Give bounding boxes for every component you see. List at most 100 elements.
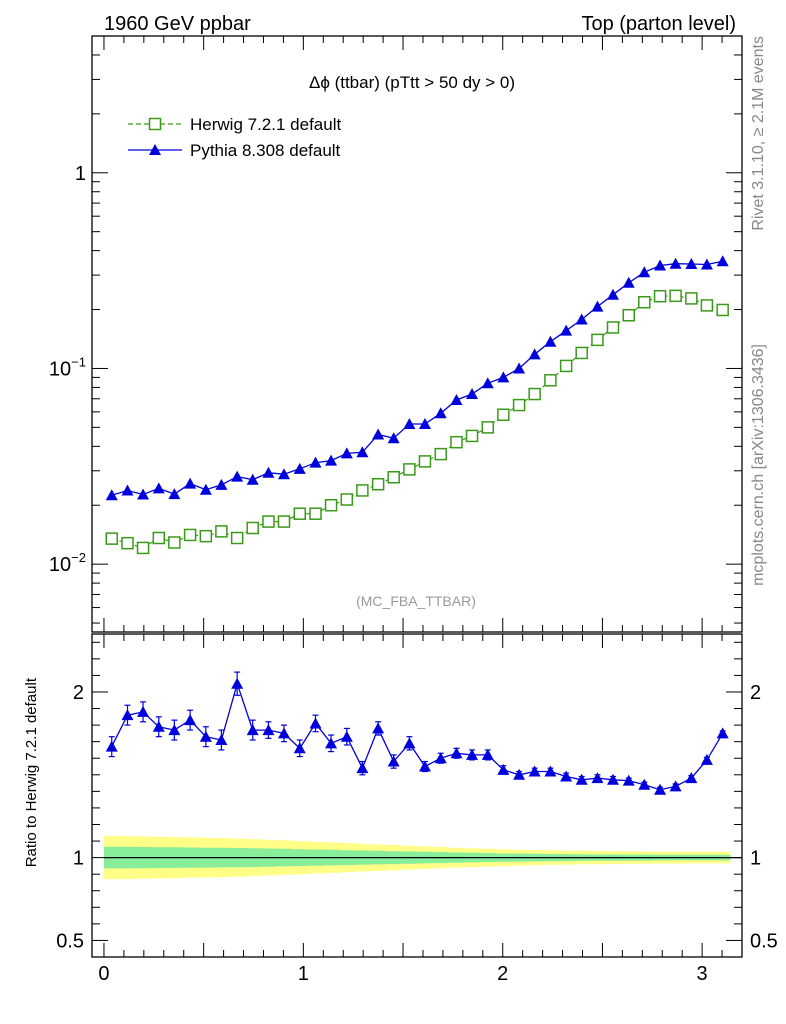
- pythia-point: [622, 276, 635, 288]
- ratio-pythia-point: [685, 772, 698, 784]
- legend-pythia-marker: [149, 144, 161, 155]
- pythia-point: [418, 418, 431, 430]
- pythia-point: [481, 377, 494, 389]
- pythia-point: [685, 257, 698, 269]
- ratio-pythia-point: [466, 748, 479, 760]
- ratio-pythia-point: [293, 742, 306, 754]
- pythia-point: [450, 393, 463, 405]
- ratio-pythia-point: [418, 760, 431, 772]
- pythia-point: [434, 407, 447, 419]
- pythia-point: [152, 482, 165, 494]
- ratio-pythia-point: [152, 720, 165, 732]
- ratio-pythia-point: [105, 740, 118, 752]
- y-tick-label: 1: [75, 163, 86, 185]
- herwig-point: [716, 303, 729, 317]
- herwig-point: [136, 541, 150, 555]
- herwig-point: [199, 529, 213, 543]
- pythia-point: [231, 470, 244, 482]
- pythia-point: [513, 362, 526, 374]
- pythia-point: [387, 432, 400, 444]
- pythia-point: [293, 462, 306, 474]
- herwig-point: [324, 498, 338, 512]
- herwig-point: [403, 463, 416, 476]
- ratio-pythia-point: [387, 755, 400, 767]
- herwig-point: [669, 289, 682, 303]
- x-tick-label: 1: [298, 963, 309, 985]
- herwig-point: [622, 309, 635, 322]
- pythia-point: [560, 324, 573, 336]
- x-tick-label: 0: [98, 963, 109, 985]
- ratio-pythia-point: [591, 772, 604, 784]
- y-tick-label: 10−2: [49, 550, 86, 576]
- ratio-pythia-point: [450, 747, 463, 759]
- ratio-pythia-point: [168, 724, 181, 736]
- ratio-y-tick-label-right: 0.5: [750, 930, 778, 952]
- herwig-point: [638, 295, 651, 309]
- ratio-plot: 2 2 1 1 0.5 0.5 0 1 2 3 Ratio to Herwig 7.2.1 defa…: [23, 633, 778, 985]
- herwig-point: [559, 359, 573, 373]
- herwig-point: [465, 429, 479, 443]
- herwig-point: [121, 536, 134, 550]
- ratio-pythia-point: [434, 752, 447, 764]
- ratio-pythia-point: [340, 730, 353, 742]
- ratio-pythia-point: [560, 770, 573, 782]
- ratio-y-tick-label-left: 2: [73, 682, 84, 704]
- herwig-point: [497, 408, 510, 422]
- legend-herwig-marker: [148, 117, 162, 131]
- herwig-point: [262, 515, 275, 528]
- ratio-pythia-point: [325, 737, 338, 749]
- legend-herwig-label: Herwig 7.2.1 default: [190, 115, 341, 134]
- pythia-point: [121, 484, 134, 496]
- ratio-pythia-point: [137, 705, 150, 717]
- ratio-y-tick-label-right: 2: [750, 682, 761, 704]
- ratio-pythia-point: [231, 677, 244, 689]
- herwig-point: [371, 478, 385, 491]
- ratio-y-tick-label-left: 0.5: [56, 930, 84, 952]
- ratio-pythia-point: [372, 722, 385, 734]
- herwig-point: [418, 455, 432, 468]
- herwig-point: [230, 531, 244, 545]
- watermark: (MC_FBA_TTBAR): [356, 593, 476, 609]
- ratio-pythia-point: [403, 737, 416, 749]
- ratio-pythia-point: [215, 734, 228, 746]
- ratio-y-label: Ratio to Herwig 7.2.1 default: [23, 677, 40, 867]
- x-tick-label: 3: [697, 963, 708, 985]
- herwig-point: [246, 521, 259, 535]
- ratio-pythia-point: [622, 774, 635, 786]
- pythia-point: [716, 255, 729, 267]
- ratio-pythia-point: [528, 765, 541, 777]
- ratio-pythia-point: [513, 768, 526, 780]
- pythia-point: [215, 478, 228, 490]
- pythia-point: [105, 489, 118, 501]
- herwig-point: [309, 507, 322, 520]
- pythia-point: [184, 477, 197, 489]
- herwig-point: [387, 470, 400, 484]
- pythia-point: [575, 313, 588, 325]
- pythia-point: [606, 288, 619, 300]
- pythia-point: [466, 388, 479, 400]
- herwig-point: [591, 333, 604, 347]
- ratio-pythia-point: [638, 778, 651, 790]
- herwig-point: [700, 299, 714, 312]
- header-right: Top (parton level): [581, 13, 736, 35]
- ratio-pythia-point: [184, 714, 197, 726]
- y-tick-exponent: −1: [71, 354, 86, 369]
- y-tick-exponent: −2: [71, 550, 86, 565]
- main-plot: 110−110−2Δϕ (ttbar) (pTtt > 50 dy > 0)(M…: [49, 35, 743, 633]
- pythia-point: [497, 371, 510, 383]
- herwig-point: [544, 374, 557, 387]
- pythia-point: [325, 454, 338, 466]
- herwig-point: [168, 536, 181, 549]
- ratio-pythia-point: [544, 765, 557, 777]
- main-frame: [91, 35, 743, 633]
- pythia-point: [403, 418, 416, 430]
- ratio-pythia-point: [606, 773, 619, 785]
- pythia-point: [372, 428, 385, 440]
- ratio-pythia-point: [309, 717, 322, 729]
- ratio-pythia-point: [121, 709, 134, 721]
- pythia-point: [262, 466, 275, 478]
- herwig-point: [575, 346, 588, 360]
- pythia-point: [669, 257, 682, 269]
- pythia-point: [278, 468, 291, 480]
